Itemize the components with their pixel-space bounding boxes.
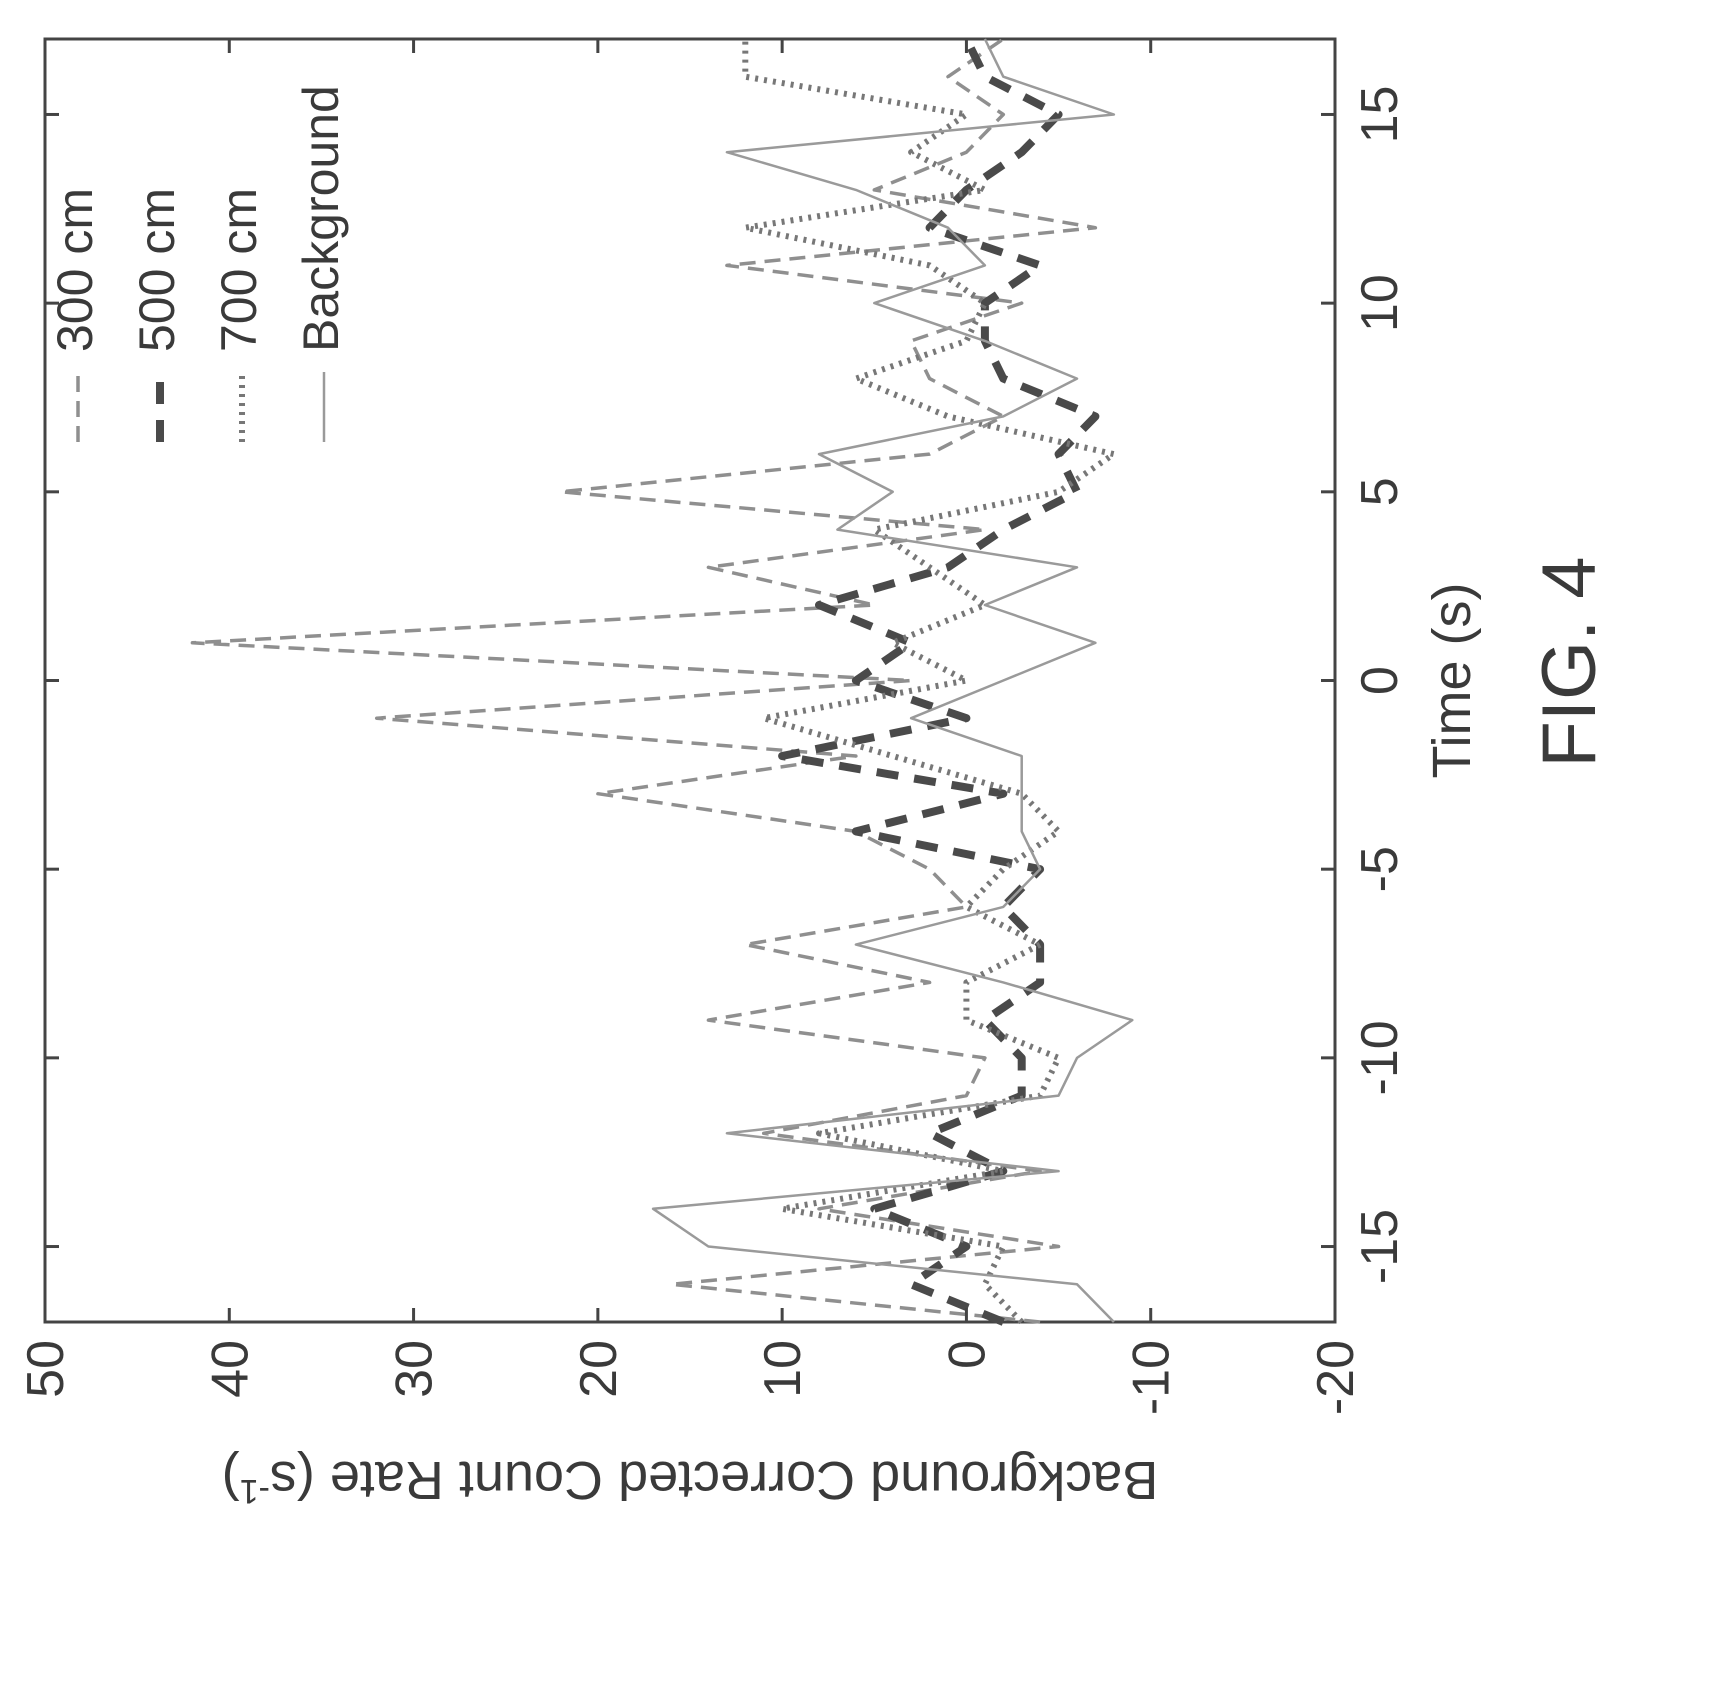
legend-entry: 500 cm (129, 188, 185, 352)
y-axis-label-sup: -1 (240, 1472, 270, 1510)
y-tick-label: -10 (1123, 1340, 1181, 1415)
y-axis-label-tail: ) (222, 1450, 240, 1510)
x-tick-label: 10 (1351, 274, 1409, 332)
series-line-700-cm (742, 39, 1117, 1325)
legend-entry: 300 cm (47, 188, 103, 352)
y-tick-label: 0 (938, 1340, 996, 1369)
x-tick-label: 15 (1351, 86, 1409, 144)
y-tick-label: 10 (754, 1340, 812, 1398)
series-layer (190, 37, 1134, 1326)
y-tick-label: 20 (570, 1340, 628, 1398)
chart: -15 -10 -5 0 5 10 15 -20 -10 0 10 20 30 40 50 Time (s… (17, 37, 1612, 1510)
x-axis-label: Time (s) (1422, 583, 1482, 779)
y-tick-label: 40 (201, 1340, 259, 1398)
y-axis-label: Background Corrected Count Rate (s-1) (222, 1450, 1159, 1510)
series-line-500-cm (778, 37, 1100, 1326)
legend: 300 cm 500 cm 700 cm Background (47, 85, 349, 442)
legend-entry: Background (293, 85, 349, 352)
x-tick-label: -15 (1351, 1209, 1409, 1284)
x-tick-label: 0 (1351, 666, 1409, 695)
figure-label: FIG. 4 (1527, 556, 1612, 767)
y-axis-label-main: Background Corrected Count Rate (s (270, 1450, 1158, 1510)
y-tick-label: 30 (386, 1340, 444, 1398)
x-tick-label: 5 (1351, 477, 1409, 506)
y-axis-ticks: -20 -10 0 10 20 30 40 50 (17, 39, 1365, 1415)
y-tick-label: 50 (17, 1340, 75, 1398)
x-tick-label: -10 (1351, 1020, 1409, 1095)
x-axis-ticks: -15 -10 -5 0 5 10 15 (45, 86, 1409, 1284)
legend-entry: 700 cm (211, 188, 267, 352)
x-tick-label: -5 (1351, 846, 1409, 892)
series-line-background (651, 38, 1134, 1323)
y-tick-label: -20 (1307, 1340, 1365, 1415)
series-line-300-cm (190, 37, 1098, 1324)
